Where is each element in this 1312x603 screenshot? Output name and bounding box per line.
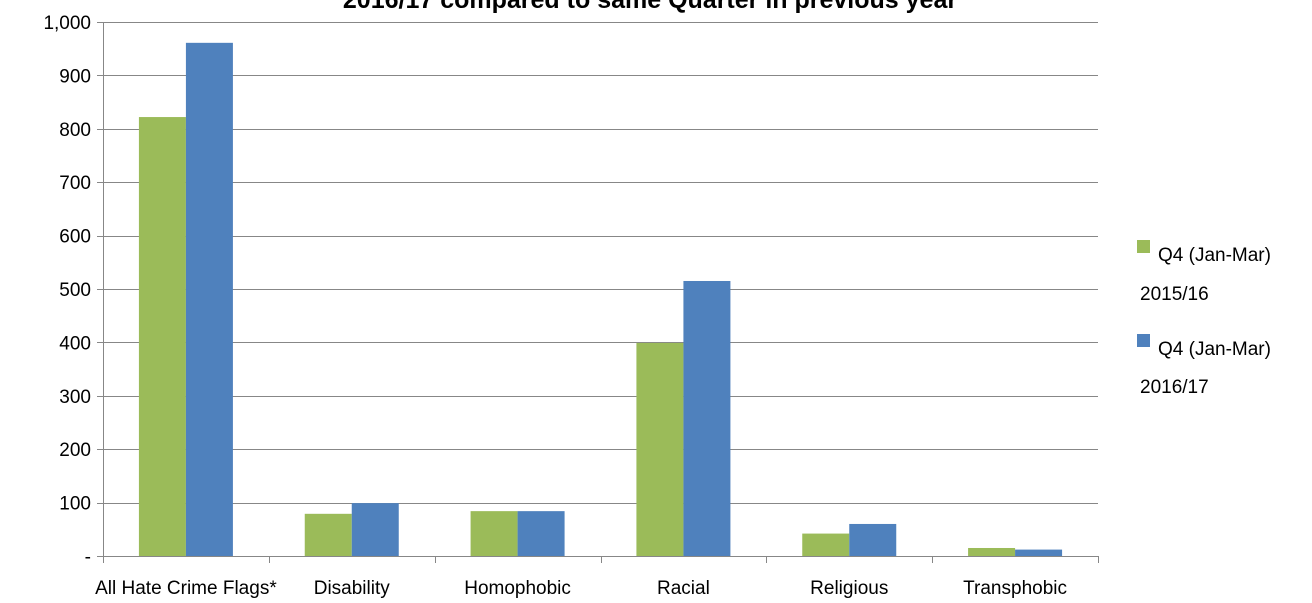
y-tick-labels: - 100 200 300 400 500 600 700 800 900 1,000 bbox=[43, 13, 91, 568]
y-tick-label: 600 bbox=[59, 227, 91, 248]
legend-label-line1: Q4 (Jan-Mar) bbox=[1158, 245, 1271, 266]
bar-q4-2016-17 bbox=[683, 280, 731, 556]
legend-label-line2: 2016/17 bbox=[1140, 377, 1209, 398]
y-tick-label: 900 bbox=[59, 66, 91, 87]
bars-group bbox=[138, 42, 1063, 557]
y-tick-label: 500 bbox=[59, 280, 91, 301]
y-tick-label: 1,000 bbox=[43, 13, 91, 34]
bar-q4-2016-17 bbox=[849, 523, 897, 556]
bar-q4-2015-16 bbox=[802, 533, 850, 556]
legend-label-line1: Q4 (Jan-Mar) bbox=[1158, 339, 1271, 360]
legend-item-q4-2015-16: Q4 (Jan-Mar) 2015/16 bbox=[1137, 240, 1271, 305]
y-tick-label: 200 bbox=[59, 440, 91, 461]
legend-label-line2: 2015/16 bbox=[1140, 284, 1209, 305]
x-tick-label: Homophobic bbox=[464, 578, 571, 599]
bar-q4-2015-16 bbox=[636, 342, 684, 556]
legend-item-q4-2016-17: Q4 (Jan-Mar) 2016/17 bbox=[1137, 334, 1271, 398]
bar-q4-2016-17 bbox=[517, 511, 565, 556]
x-tick-label: Racial bbox=[657, 578, 710, 599]
y-tick-label: 800 bbox=[59, 120, 91, 141]
bar-q4-2015-16 bbox=[968, 547, 1016, 556]
x-tick-label: All Hate Crime Flags* bbox=[95, 578, 277, 599]
chart-title: 2016/17 compared to same Quarter in prev… bbox=[343, 0, 957, 14]
y-tick-label: 100 bbox=[59, 494, 91, 515]
y-tick-label: 300 bbox=[59, 387, 91, 408]
bar-q4-2016-17 bbox=[1015, 549, 1063, 556]
bar-q4-2016-17 bbox=[351, 503, 399, 556]
legend: Q4 (Jan-Mar) 2015/16 Q4 (Jan-Mar) 2016/17 bbox=[1137, 240, 1271, 398]
y-tick-label: 400 bbox=[59, 333, 91, 354]
axes-group bbox=[97, 22, 1099, 563]
y-tick-label: 700 bbox=[59, 173, 91, 194]
legend-swatch bbox=[1137, 334, 1150, 347]
x-tick-label: Disability bbox=[314, 578, 391, 599]
x-tick-label: Religious bbox=[810, 578, 888, 599]
x-tick-label: Transphobic bbox=[963, 578, 1067, 599]
legend-swatch bbox=[1137, 240, 1150, 253]
gridlines bbox=[103, 22, 1098, 504]
bar-q4-2015-16 bbox=[304, 513, 352, 556]
bar-q4-2015-16 bbox=[470, 511, 518, 556]
x-tick-labels: All Hate Crime Flags* Disability Homophobi… bbox=[95, 578, 1067, 599]
y-tick-label: - bbox=[85, 547, 91, 568]
bar-q4-2016-17 bbox=[185, 42, 233, 557]
bar-q4-2015-16 bbox=[138, 117, 186, 556]
